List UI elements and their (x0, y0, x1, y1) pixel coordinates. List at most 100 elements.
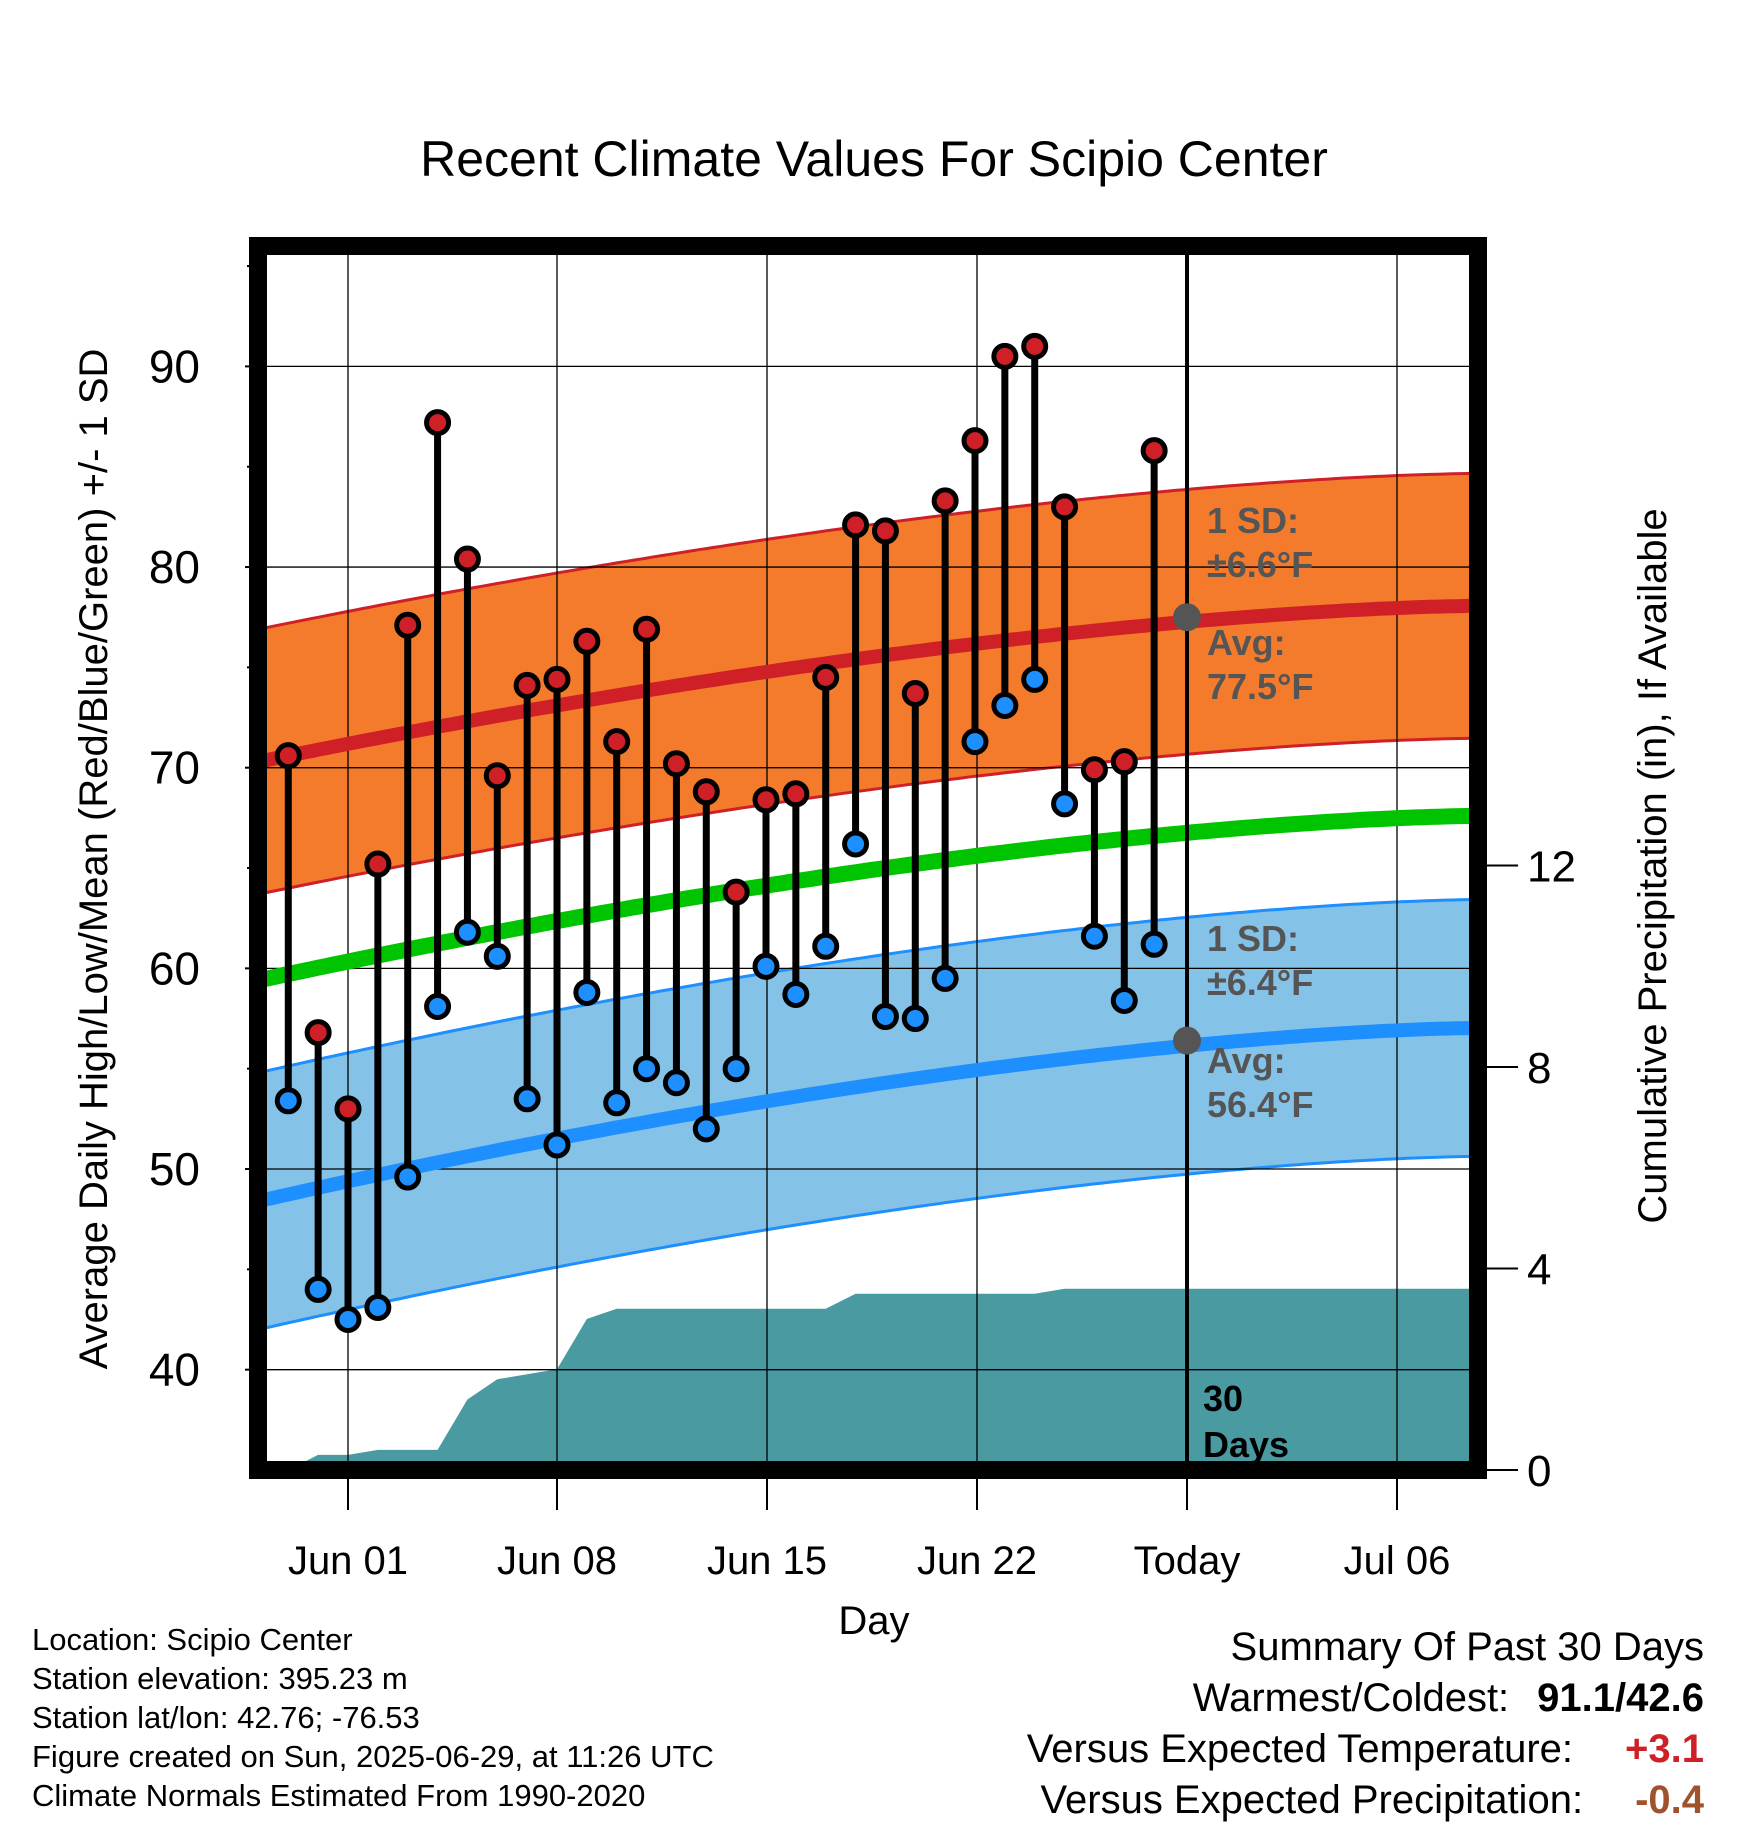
daily-low-marker (513, 1085, 541, 1113)
warm-cold-value: 91.1/42.6 (1537, 1676, 1704, 1720)
daily-low-marker (394, 1163, 422, 1191)
daily-high-marker (722, 878, 750, 906)
daily-low-marker (1140, 930, 1168, 958)
daily-high-marker (991, 342, 1019, 370)
daily-low-marker (573, 978, 601, 1006)
daily-low-marker (901, 1005, 929, 1033)
daily-low-marker (1080, 922, 1108, 950)
x-tick-label: Jun 22 (917, 1539, 1037, 1583)
daily-high-marker (931, 487, 959, 515)
daily-low-marker (1110, 986, 1138, 1014)
daily-low-marker (812, 932, 840, 960)
daily-low-marker (364, 1293, 392, 1321)
daily-low-marker (871, 1003, 899, 1031)
daily-high-marker (394, 611, 422, 639)
precip-label: Versus Expected Precipitation: (1040, 1778, 1584, 1822)
daily-low-marker (633, 1055, 661, 1083)
y-right-tick-label: 4 (1527, 1246, 1551, 1295)
low-avg-annotation: Avg: 56.4°F (1207, 1040, 1313, 1125)
latlon-text: Station lat/lon: 42.76; -76.53 (32, 1700, 420, 1735)
daily-low-marker (991, 692, 1019, 720)
daily-high-marker (603, 728, 631, 756)
daily-low-marker (782, 980, 810, 1008)
daily-high-marker (364, 850, 392, 878)
y-right-tick-label: 8 (1527, 1044, 1551, 1093)
low-avg-annotation-line: 56.4°F (1207, 1084, 1313, 1125)
low-sd-annotation-line: 1 SD: (1207, 918, 1299, 959)
daily-low-marker (453, 918, 481, 946)
daily-high-marker (1110, 748, 1138, 776)
low-avg-annotation-line: Avg: (1207, 1040, 1286, 1081)
daily-high-marker (662, 750, 690, 778)
y-right-tick-label: 0 (1527, 1447, 1551, 1496)
plot-frame (249, 237, 1487, 1479)
daily-low-marker (1021, 665, 1049, 693)
elevation-text: Station elevation: 395.23 m (32, 1661, 408, 1696)
chart-title: Recent Climate Values For Scipio Center (420, 131, 1328, 187)
daily-high-marker (692, 778, 720, 806)
high-avg-annotation-line: 77.5°F (1207, 666, 1313, 707)
y-left-tick-label: 70 (149, 742, 200, 794)
daily-low-marker (543, 1131, 571, 1159)
high-sd-annotation: 1 SD: ±6.6°F (1207, 500, 1313, 585)
high-avg-annotation: Avg: 77.5°F (1207, 622, 1313, 707)
daily-low-marker (603, 1089, 631, 1117)
today-high-avg-dot (1173, 603, 1201, 632)
warm-cold-label: Warmest/Coldest: (1192, 1676, 1510, 1720)
daily-high-marker (961, 427, 989, 455)
location-text: Location: Scipio Center (32, 1622, 353, 1657)
daily-high-marker (752, 786, 780, 814)
y-right-tick-label: 12 (1527, 843, 1576, 892)
y-left-tick-label: 40 (149, 1344, 200, 1396)
daily-high-marker (424, 409, 452, 437)
high-avg-annotation-line: Avg: (1207, 622, 1286, 663)
daily-high-marker (1021, 332, 1049, 360)
daily-high-marker (782, 780, 810, 808)
daily-high-marker (842, 511, 870, 539)
summary-title: Summary Of Past 30 Days (1027, 1622, 1704, 1673)
days-label-line: Days (1203, 1424, 1289, 1465)
high-band-upper-edge (258, 471, 1478, 631)
days-label: 30 Days (1203, 1378, 1289, 1465)
high-band-lower-edge (258, 736, 1478, 896)
daily-high-marker (483, 762, 511, 790)
daily-high-marker (513, 671, 541, 699)
daily-low-marker (662, 1069, 690, 1097)
daily-high-marker (453, 545, 481, 573)
normal-low-line (258, 1020, 1478, 1208)
daily-low-marker (304, 1275, 332, 1303)
daily-high-marker (1140, 437, 1168, 465)
daily-low-marker (334, 1306, 362, 1334)
daily-high-marker (1051, 493, 1079, 521)
normal-high-line (258, 598, 1478, 769)
temp-value: +3.1 (1625, 1727, 1704, 1771)
high-sd-band (258, 473, 1478, 895)
daily-high-marker (304, 1019, 332, 1047)
station-info: Location: Scipio Center Station elevatio… (32, 1620, 714, 1815)
y-axis-label-right: Cumulative Precipitation (in), If Availa… (1631, 508, 1675, 1223)
normals-text: Climate Normals Estimated From 1990-2020 (32, 1778, 646, 1813)
daily-low-marker (842, 830, 870, 858)
created-text: Figure created on Sun, 2025-06-29, at 11… (32, 1739, 714, 1774)
low-sd-band (258, 899, 1478, 1330)
x-tick-label: Jun 08 (497, 1539, 617, 1583)
precip-area (258, 1288, 1478, 1470)
low-band-lower-edge (258, 1154, 1478, 1331)
x-tick-label: Jul 06 (1344, 1539, 1451, 1583)
daily-high-marker (901, 679, 929, 707)
daily-high-marker (573, 627, 601, 655)
high-sd-annotation-line: ±6.6°F (1207, 544, 1313, 585)
low-band-upper-edge (258, 898, 1478, 1075)
today-low-avg-dot (1173, 1026, 1201, 1055)
daily-low-marker (424, 992, 452, 1020)
summary-panel: Summary Of Past 30 Days Warmest/Coldest:… (1027, 1622, 1704, 1826)
low-sd-annotation-line: ±6.4°F (1207, 962, 1313, 1003)
low-sd-annotation: 1 SD: ±6.4°F (1207, 918, 1313, 1003)
x-tick-label: Today (1134, 1539, 1241, 1583)
daily-high-marker (1080, 756, 1108, 784)
days-label-line: 30 (1203, 1378, 1243, 1419)
daily-low-marker (483, 942, 511, 970)
